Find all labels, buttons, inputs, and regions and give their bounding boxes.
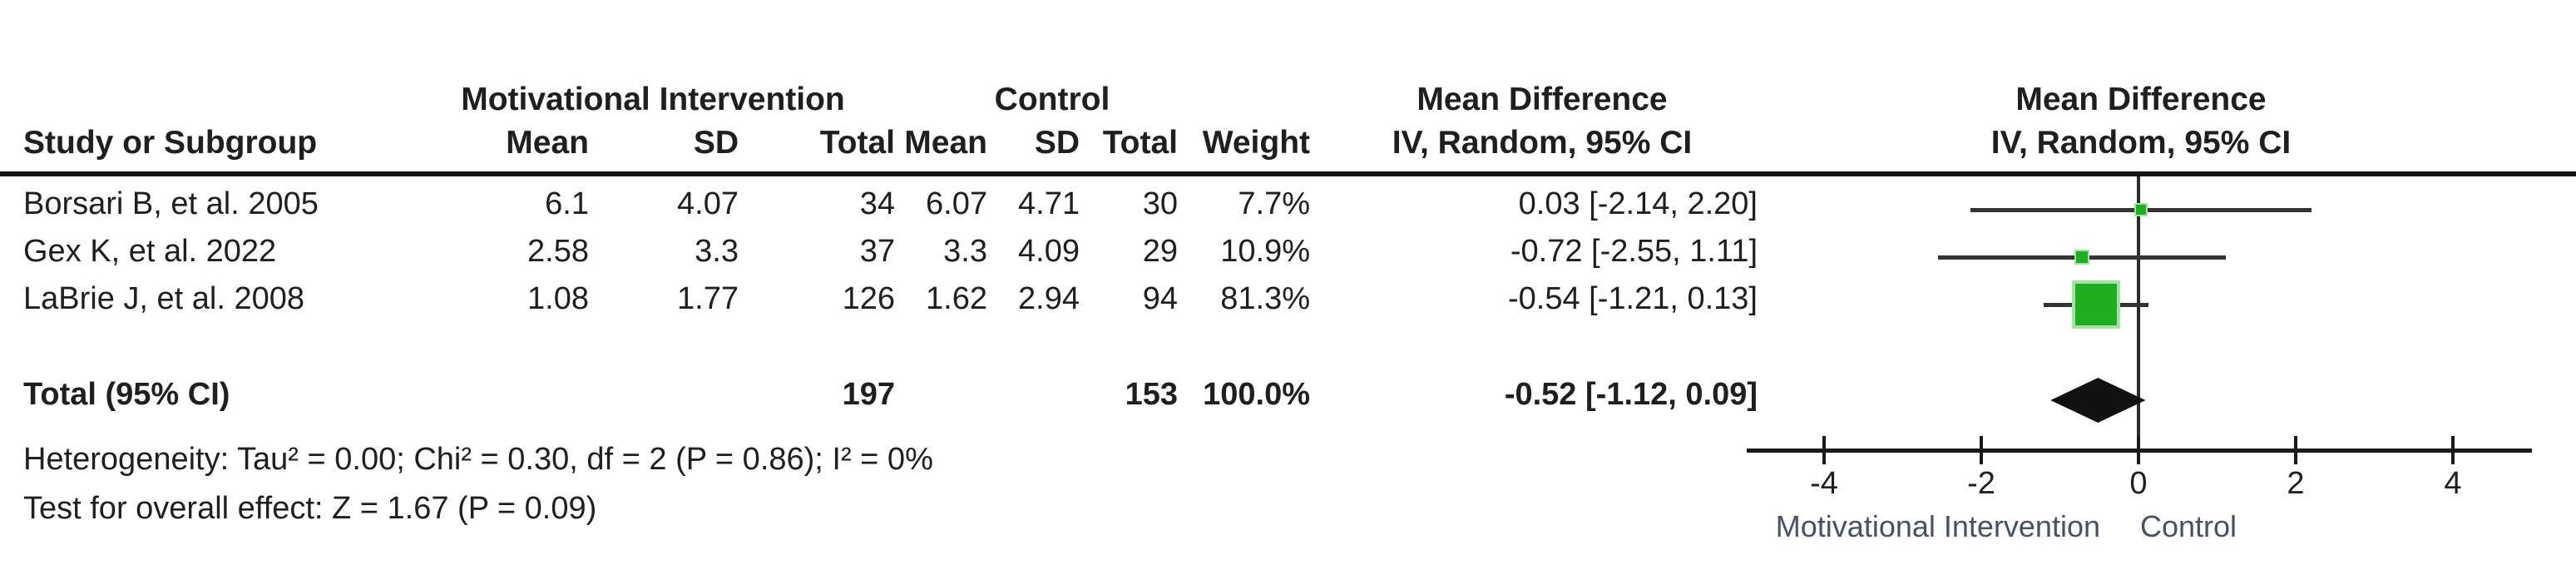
col-header-weight: Weight [1202,125,1310,161]
col-header-study: Study or Subgroup [23,125,318,161]
intervention-sd: 1.77 [677,281,739,316]
col-header-ci-method: IV, Random, 95% CI [1392,125,1693,161]
favours-right-label: Control [2140,509,2237,543]
control-mean: 3.3 [943,234,987,269]
total-row: Total (95% CI) 197 153 100.0% -0.52 [-1.… [0,377,2576,424]
intervention-mean: 2.58 [527,234,589,269]
axis-line [1747,449,2532,453]
total-weight: 100.0% [1203,377,1310,412]
mean-difference-column-header: Mean Difference [1417,82,1668,117]
col-header-mean-intervention: Mean [506,125,589,161]
control-sd: 4.09 [1018,234,1080,269]
col-header-mean-control: Mean [904,125,987,161]
table-row: Gex K, et al. 2022 2.58 3.3 37 3.3 4.09 … [0,234,2576,280]
weight-value: 81.3% [1220,281,1310,316]
intervention-sd: 4.07 [677,186,739,221]
group-header-intervention: Motivational Intervention [461,82,845,117]
study-name: Gex K, et al. 2022 [23,234,277,269]
axis-tick [1822,436,1826,464]
axis-tick [2294,436,2297,464]
weight-value: 10.9% [1220,234,1310,269]
intervention-total: 34 [859,186,895,221]
weight-value: 7.7% [1238,186,1310,221]
col-header-sd-control: SD [1034,125,1080,161]
col-header-sd-intervention: SD [693,125,739,161]
group-header-row: Motivational Intervention Control Mean D… [0,82,2576,121]
total-control-n: 153 [1125,377,1178,412]
ci-text: -0.72 [-2.55, 1.11] [1510,234,1758,269]
control-total: 94 [1142,281,1178,316]
column-header-row: Study or Subgroup Mean SD Total Mean SD … [0,125,2576,165]
axis-tick-label: 0 [2129,466,2148,501]
control-mean: 6.07 [926,186,987,221]
total-label: Total (95% CI) [23,377,230,412]
intervention-total: 126 [842,281,895,316]
axis-tick-label: -4 [1810,466,1838,501]
axis-tick [2451,436,2455,464]
overall-effect-text: Test for overall effect: Z = 1.67 (P = 0… [23,491,597,526]
ci-text: -0.54 [-1.21, 0.13] [1508,281,1758,316]
table-row: Borsari B, et al. 2005 6.1 4.07 34 6.07 … [0,186,2576,233]
control-mean: 1.62 [926,281,987,316]
mean-difference-plot-header: Mean Difference [2015,82,2267,117]
table-row: LaBrie J, et al. 2008 1.08 1.77 126 1.62… [0,281,2576,328]
control-sd: 4.71 [1018,186,1080,221]
axis-tick [2137,436,2140,464]
axis-tick [1980,436,1983,464]
axis-tick-label: 4 [2444,466,2462,501]
intervention-mean: 1.08 [527,281,589,316]
favours-left-label: Motivational Intervention [1775,509,2100,543]
control-sd: 2.94 [1018,281,1080,316]
intervention-mean: 6.1 [545,186,589,221]
col-header-total-control: Total [1102,125,1178,161]
ci-text: 0.03 [-2.14, 2.20] [1518,186,1758,221]
group-header-control: Control [994,82,1110,117]
intervention-sd: 3.3 [695,234,739,269]
total-ci-text: -0.52 [-1.12, 0.09] [1504,377,1758,412]
control-total: 29 [1142,234,1178,269]
axis-tick-label: 2 [2287,466,2305,501]
study-name: LaBrie J, et al. 2008 [23,281,304,316]
control-total: 30 [1142,186,1178,221]
col-header-total-intervention: Total [819,125,895,161]
study-name: Borsari B, et al. 2005 [23,186,319,221]
axis-tick-label: -2 [1967,466,1995,501]
intervention-total: 37 [859,234,895,269]
total-intervention-n: 197 [842,377,895,412]
col-header-ci-method-plot: IV, Random, 95% CI [1990,125,2292,161]
heterogeneity-text: Heterogeneity: Tau² = 0.00; Chi² = 0.30,… [23,442,933,477]
header-divider-rule [0,171,2576,176]
